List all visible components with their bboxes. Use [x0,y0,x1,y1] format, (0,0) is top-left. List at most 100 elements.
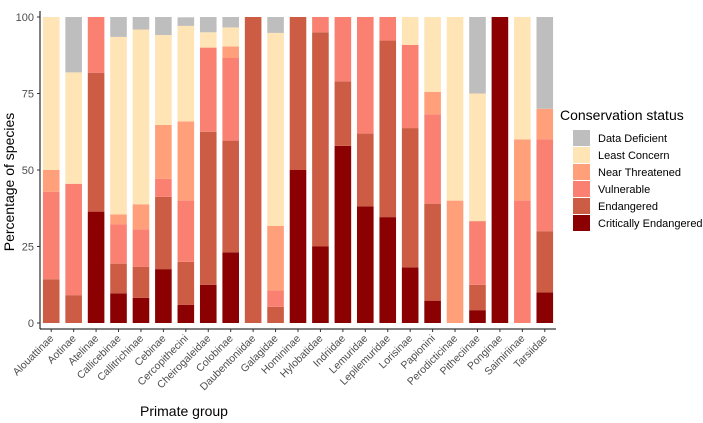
bar-lepilemuridae-endangered [379,40,397,218]
bar-colobinae-critically-endangered [222,252,239,323]
legend-label: Data Deficient [598,133,667,145]
bar-cheirogaleidae-data-deficient [199,17,217,33]
x-ticks: AlouattinaeAotinaeAtelinaeCallicebinaeCa… [11,329,550,393]
bar-papionini-endangered [424,203,441,301]
bar-callicebinae-data-deficient [110,17,127,37]
bar-saimiriinae-near-threatened [514,139,531,201]
legend-label: Near Threatened [598,167,681,179]
bar-galagidae-endangered [267,306,284,323]
bar-lepilemuridae-vulnerable [379,17,397,41]
bar-colobinae-data-deficient [222,17,239,28]
bar-pitheciinae-vulnerable [469,221,486,285]
bar-indriidae-critically-endangered [334,145,352,323]
legend-swatch [573,215,590,231]
bar-lorisinae-vulnerable [401,44,419,129]
legend-label: Least Concern [598,150,670,162]
bar-tarsiidae-endangered [536,231,554,293]
bar-cercopithecini-critically-endangered [177,304,195,323]
bar-saimiriinae-vulnerable [514,200,531,323]
bar-colobinae-vulnerable [222,58,239,141]
bar-alouattinae-least-concern [42,17,60,170]
legend-swatch [573,147,590,163]
bar-lemuridae-vulnerable [357,17,374,134]
bar-indriidae-vulnerable [334,17,352,82]
bar-callitrichinae-least-concern [132,29,150,205]
bar-colobinae-near-threatened [222,46,239,59]
x-axis-title: Primate group [140,403,228,419]
bar-lemuridae-critically-endangered [357,206,374,323]
bar-galagidae-vulnerable [267,290,284,307]
bar-colobinae-least-concern [222,27,239,47]
bar-saimiriinae-least-concern [514,17,531,140]
bar-colobinae-endangered [222,140,239,253]
y-tick-label: 0 [28,318,34,330]
bar-aotinae-data-deficient [65,17,82,73]
bar-hylobatidae-vulnerable [312,17,329,33]
bar-cercopithecini-data-deficient [177,17,195,26]
bar-papionini-near-threatened [424,91,441,115]
bar-callicebinae-least-concern [110,36,127,215]
legend-label: Vulnerable [598,184,650,196]
bar-callitrichinae-vulnerable [132,229,150,267]
legend-title: Conservation status [560,107,684,123]
bar-papionini-critically-endangered [424,300,441,323]
bar-tarsiidae-near-threatened [536,108,554,140]
bar-tarsiidae-critically-endangered [536,292,554,323]
bar-lepilemuridae-critically-endangered [379,217,397,323]
bar-aotinae-endangered [65,295,82,323]
bar-cebinae-data-deficient [155,17,172,36]
bar-papionini-vulnerable [424,114,441,204]
bar-cheirogaleidae-vulnerable [199,47,217,132]
bar-daubentoniidae-endangered [244,17,262,323]
bar-galagidae-least-concern [267,32,284,226]
bar-callitrichinae-endangered [132,266,150,298]
bar-homininae-endangered [289,17,307,170]
bar-cebinae-near-threatened [155,125,172,179]
bar-cercopithecini-endangered [177,261,195,305]
bar-galagidae-near-threatened [267,226,284,291]
bar-callitrichinae-data-deficient [132,17,150,30]
bar-tarsiidae-data-deficient [536,17,554,109]
bar-callitrichinae-near-threatened [132,204,150,230]
legend-swatch [573,198,590,214]
bar-aotinae-vulnerable [65,183,82,296]
bar-homininae-critically-endangered [289,170,307,323]
bar-pitheciinae-data-deficient [469,17,486,94]
bar-alouattinae-endangered [42,279,60,323]
bar-cebinae-least-concern [155,35,172,126]
bar-cebinae-critically-endangered [155,269,172,323]
bar-cebinae-vulnerable [155,178,172,197]
bar-callicebinae-vulnerable [110,224,127,264]
legend-swatch [573,130,590,146]
bar-cercopithecini-vulnerable [177,200,195,262]
bar-cercopithecini-least-concern [177,25,195,122]
bar-hylobatidae-critically-endangered [312,246,329,323]
bar-cebinae-endangered [155,196,172,270]
bar-papionini-least-concern [424,17,441,92]
y-tick-label: 50 [22,165,34,177]
bar-callicebinae-near-threatened [110,214,127,225]
bar-pitheciinae-least-concern [469,93,486,222]
bar-atelinae-vulnerable [87,17,105,73]
bar-callicebinae-endangered [110,263,127,294]
bar-pitheciinae-critically-endangered [469,310,486,323]
bar-hylobatidae-endangered [312,32,329,247]
bar-alouattinae-vulnerable [42,191,60,280]
bar-atelinae-critically-endangered [87,211,105,323]
bar-galagidae-data-deficient [267,17,284,33]
bar-lorisinae-least-concern [401,17,419,45]
bar-callitrichinae-critically-endangered [132,297,150,323]
bar-layer [42,17,554,323]
y-tick-label: 25 [22,242,34,254]
legend-label: Critically Endangered [598,218,703,230]
bar-aotinae-least-concern [65,72,82,184]
legend: Conservation status Data Deficient Least … [560,107,703,231]
legend-label: Endangered [598,201,658,213]
bar-tarsiidae-vulnerable [536,139,554,232]
bar-pitheciinae-endangered [469,284,486,311]
bar-ponginae-critically-endangered [491,17,509,323]
bar-atelinae-endangered [87,72,105,212]
y-tick-label: 100 [16,12,34,24]
bar-lorisinae-endangered [401,128,419,268]
